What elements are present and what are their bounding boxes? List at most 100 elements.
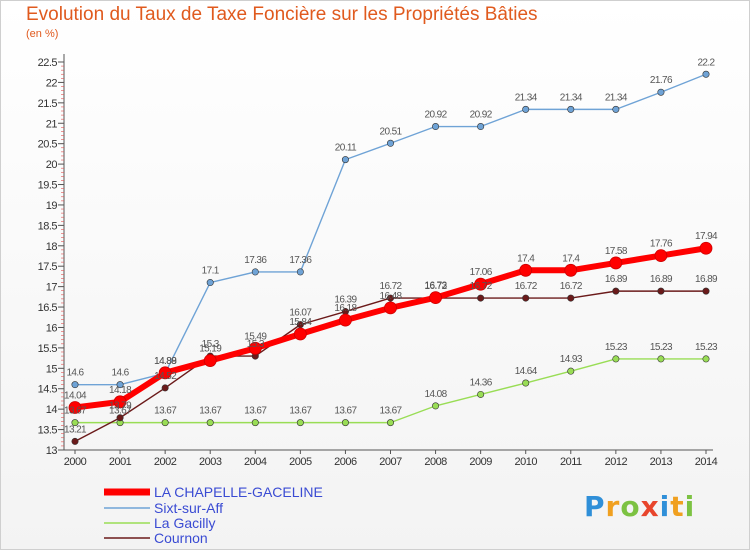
- series-point-2: [477, 390, 485, 398]
- x-tick-label: 2014: [695, 456, 718, 468]
- data-label: 14.6: [66, 368, 84, 379]
- series-point-1: [657, 88, 665, 96]
- y-tick-label: 20: [46, 159, 58, 171]
- series-point-1: [251, 268, 259, 276]
- series-point-2: [386, 419, 394, 427]
- series-point-3: [567, 294, 575, 302]
- logo-letter: i: [684, 490, 696, 523]
- series-point-2: [296, 419, 304, 427]
- x-tick-label: 2012: [605, 456, 628, 468]
- x-tick-label: 2008: [424, 456, 447, 468]
- data-label: 16.72: [515, 281, 538, 292]
- data-label: 13.67: [334, 406, 357, 417]
- legend-label-1: Sixt-sur-Aff: [154, 500, 223, 516]
- series-point-3: [612, 287, 620, 295]
- x-tick-label: 2005: [289, 456, 312, 468]
- series-point-1: [567, 105, 575, 113]
- series-point-0: [158, 366, 172, 380]
- series-point-2: [161, 419, 169, 427]
- data-label: 13.67: [289, 406, 312, 417]
- series-point-2: [71, 419, 79, 427]
- y-tick-label: 22: [46, 77, 58, 89]
- series-point-0: [113, 395, 127, 409]
- y-tick-label: 14: [46, 404, 58, 416]
- data-label: 16.89: [695, 274, 718, 285]
- series-point-3: [161, 384, 169, 392]
- y-tick-label: 16: [46, 322, 58, 334]
- x-tick-label: 2006: [334, 456, 357, 468]
- data-label: 17.36: [289, 255, 312, 266]
- data-label: 15.19: [199, 344, 222, 355]
- series-point-2: [567, 367, 575, 375]
- x-tick-label: 2013: [650, 456, 673, 468]
- logo-letter: P: [584, 490, 606, 523]
- series-point-3: [702, 287, 710, 295]
- data-label: 17.1: [202, 266, 220, 277]
- data-label: 16.89: [650, 274, 673, 285]
- series-point-3: [522, 294, 530, 302]
- series-point-3: [71, 437, 79, 445]
- data-label: 16.89: [605, 274, 628, 285]
- y-tick-label: 15.5: [38, 343, 58, 355]
- series-point-2: [612, 355, 620, 363]
- series-point-2: [206, 419, 214, 427]
- y-tick-label: 18.5: [38, 220, 58, 232]
- chart-axes: 13 13.5 14 14.5 15 15.5 16 16.5 17 17.5 18 18.5 19 19…: [38, 54, 718, 468]
- data-label: 20.51: [379, 126, 402, 137]
- data-label: 13.67: [109, 406, 132, 417]
- data-label: 16.72: [379, 281, 402, 292]
- y-tick-label: 18: [46, 241, 58, 253]
- data-label: 16.48: [379, 291, 402, 302]
- y-tick-label: 14.5: [38, 384, 58, 396]
- data-label: 16.39: [334, 295, 357, 306]
- data-label: 17.4: [562, 253, 580, 264]
- data-labels: 14.6 14.6 14.88 17.1 17.36 17.36 20.11 20.51 20.…: [64, 57, 719, 435]
- x-tick-label: 2009: [469, 456, 492, 468]
- data-label: 15.23: [605, 342, 628, 353]
- data-label: 16.73: [425, 281, 448, 292]
- series-point-1: [71, 381, 79, 389]
- series-point-3: [116, 414, 124, 422]
- y-tick-label: 20.5: [38, 139, 58, 151]
- y-tick-label: 16.5: [38, 302, 58, 314]
- logo-letter: i: [659, 490, 671, 523]
- data-label: 17.76: [650, 239, 673, 250]
- y-tick-label: 13: [46, 445, 58, 457]
- x-tick-label: 2002: [154, 456, 177, 468]
- series-point-2: [251, 419, 259, 427]
- series-point-0: [699, 241, 713, 255]
- data-label: 14.64: [515, 366, 538, 377]
- y-tick-label: 13.5: [38, 425, 58, 437]
- series-point-3: [657, 287, 665, 295]
- legend-label-0: LA CHAPELLE-GACELINE: [154, 484, 323, 500]
- series-layer: [68, 70, 713, 445]
- data-label: 13.67: [244, 406, 267, 417]
- legend-label-3: Cournon: [154, 530, 208, 546]
- data-label: 20.92: [425, 110, 448, 121]
- series-point-0: [474, 277, 488, 291]
- series-point-1: [702, 70, 710, 78]
- data-label: 15.23: [650, 342, 673, 353]
- data-label: 17.4: [517, 253, 535, 264]
- series-point-1: [206, 279, 214, 287]
- logo-letter: t: [670, 490, 685, 523]
- series-point-0: [609, 256, 623, 270]
- y-tick-label: 17: [46, 282, 58, 294]
- data-label: 15.84: [289, 317, 312, 328]
- y-tick-label: 19: [46, 200, 58, 212]
- data-label: 15.3: [247, 339, 265, 350]
- data-label: 16.72: [425, 281, 448, 292]
- series-point-2: [657, 355, 665, 363]
- data-label: 17.94: [695, 231, 718, 242]
- y-tick-label: 15: [46, 363, 58, 375]
- data-label: 21.34: [515, 92, 538, 103]
- proxiti-logo: Proxiti: [584, 490, 695, 523]
- series-line-0: [74, 245, 707, 411]
- legend-label-2: La Gacilly: [154, 515, 215, 531]
- series-point-1: [116, 381, 124, 389]
- series-point-0: [654, 249, 668, 262]
- series-point-0: [339, 313, 352, 327]
- data-label: 14.89: [154, 356, 177, 367]
